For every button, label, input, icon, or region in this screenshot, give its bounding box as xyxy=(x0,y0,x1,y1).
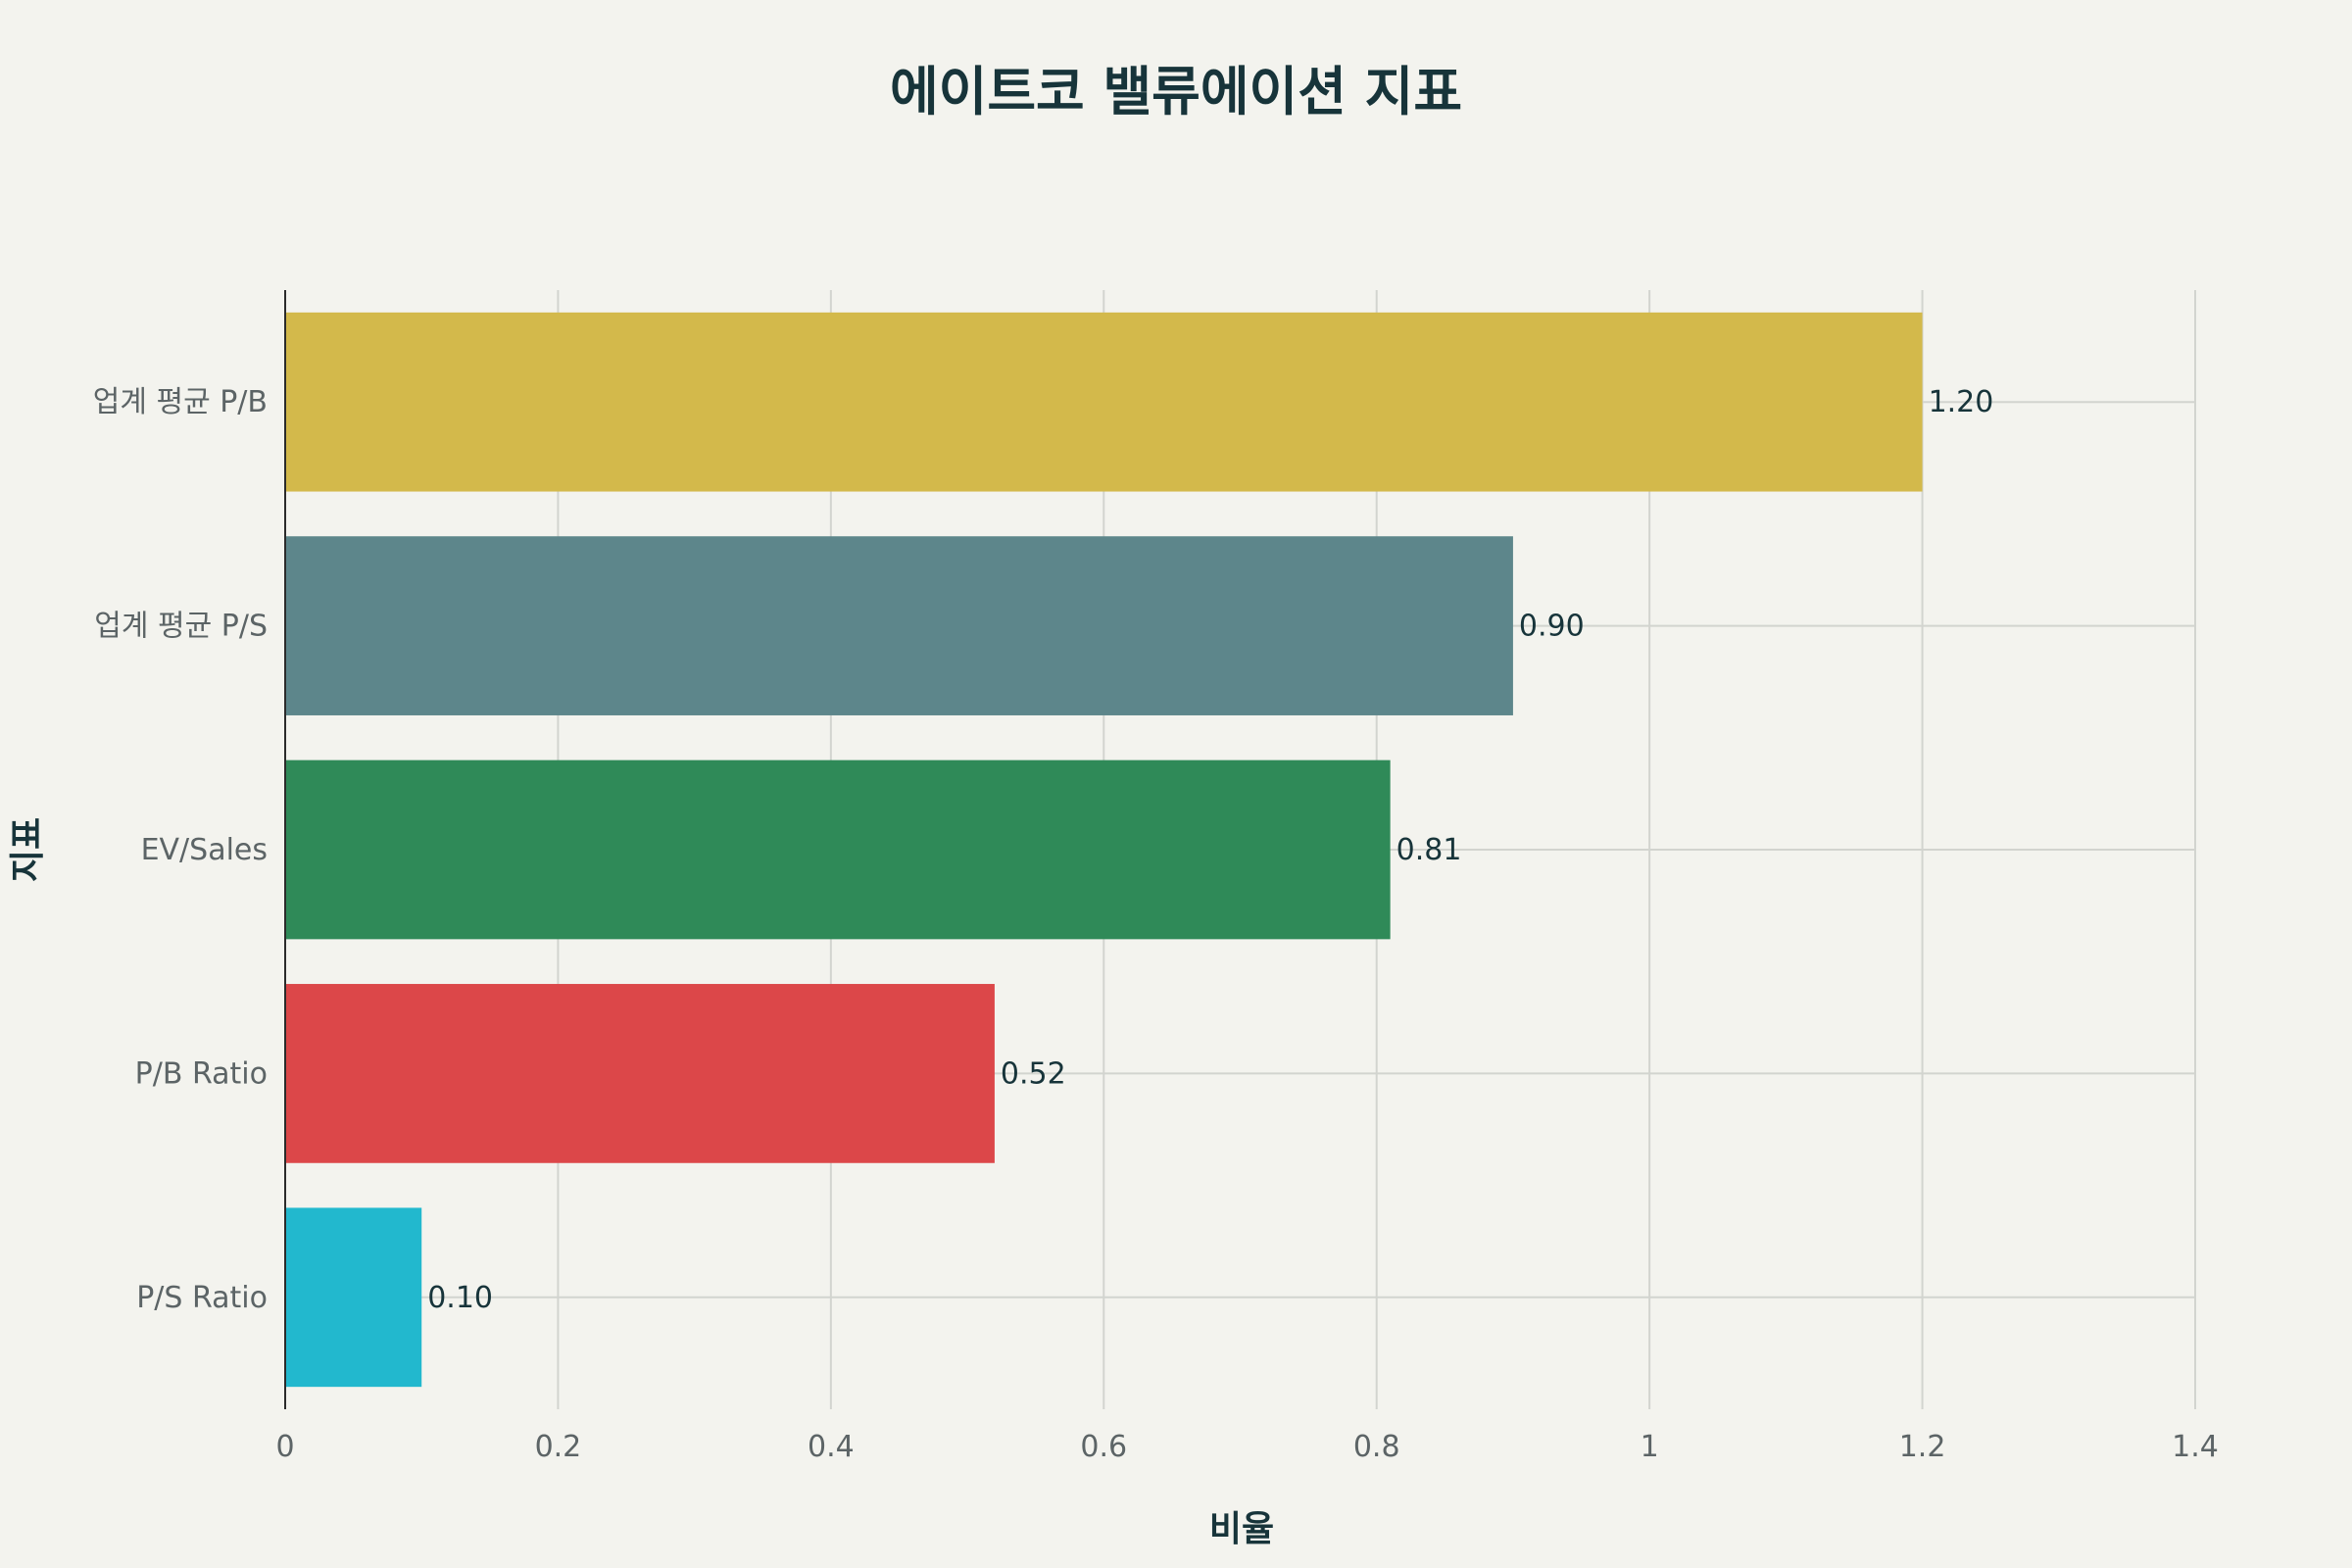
bar-value-label: 1.20 xyxy=(1929,385,1994,419)
chart-title: 에이트코 밸류에이션 지표 xyxy=(890,61,1462,122)
y-axis-title: 지표 xyxy=(8,817,48,882)
x-tick-label: 0.4 xyxy=(808,1430,855,1464)
y-tick-label: P/S Ratio xyxy=(136,1281,268,1315)
x-tick-label: 0.8 xyxy=(1353,1430,1400,1464)
bar-value-label: 0.90 xyxy=(1519,610,1585,644)
bar xyxy=(285,760,1391,940)
y-tick-label: EV/Sales xyxy=(141,833,268,867)
x-axis-title: 비율 xyxy=(1209,1509,1274,1549)
bar-layer xyxy=(285,312,1923,1388)
bar-value-label: 0.10 xyxy=(427,1281,493,1315)
bar-value-label: 0.52 xyxy=(1001,1056,1066,1091)
y-tick-label: P/B Ratio xyxy=(135,1056,268,1091)
bar xyxy=(285,984,995,1163)
x-tick-label: 1.2 xyxy=(1899,1430,1946,1464)
bar-value-label: 0.81 xyxy=(1396,833,1462,867)
bar xyxy=(285,312,1923,492)
y-tick-label: 업계 평균 P/S xyxy=(94,610,268,644)
x-tick-label: 1 xyxy=(1641,1430,1659,1464)
x-tick-label: 0.6 xyxy=(1080,1430,1127,1464)
y-tick-label: 업계 평균 P/B xyxy=(93,385,268,419)
bar xyxy=(285,1207,422,1388)
x-tick-label: 1.4 xyxy=(2172,1430,2219,1464)
bar xyxy=(285,536,1513,715)
x-tick-label: 0 xyxy=(275,1430,294,1464)
x-tick-label: 0.2 xyxy=(535,1430,582,1464)
